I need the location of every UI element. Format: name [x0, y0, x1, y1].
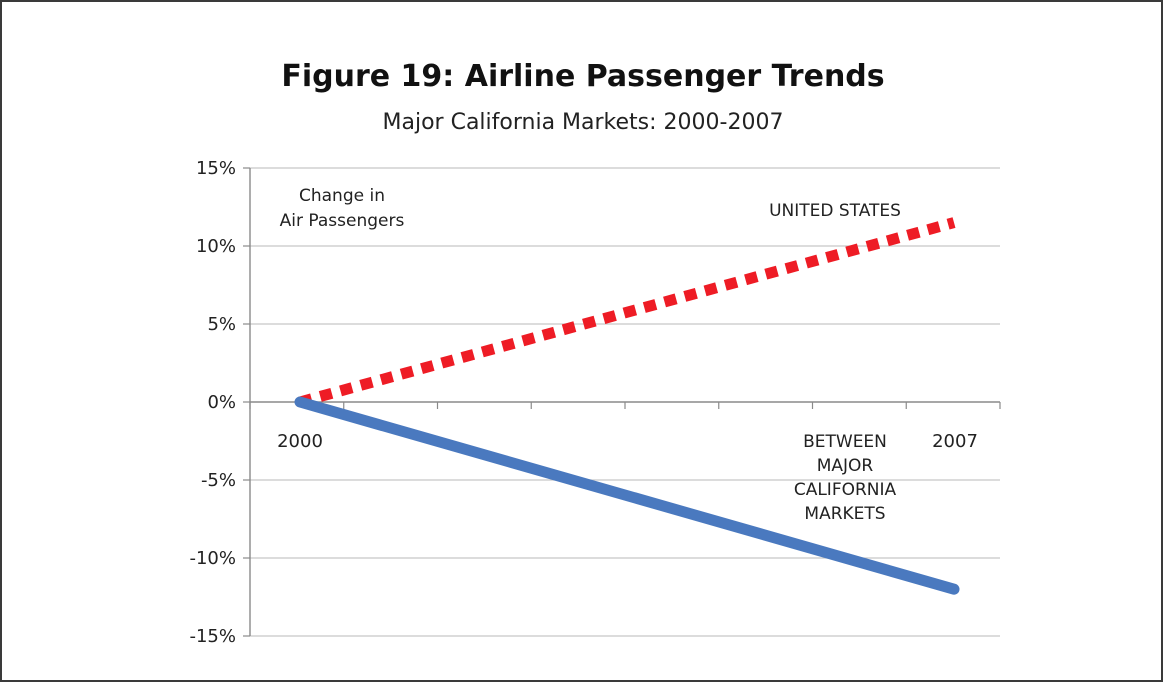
x-tick-labels: 2000 2007 — [277, 431, 978, 452]
gridlines — [250, 167, 1000, 637]
california-series-label-line: MARKETS — [804, 504, 885, 524]
series-line-united-states — [298, 217, 956, 408]
annotations: Change in Air Passengers UNITED STATES BETW… — [280, 186, 901, 524]
california-series-label-line: MAJOR — [817, 456, 874, 476]
y-tick-labels: 15% 10% 5% 0% -5% -10% -15% — [189, 158, 236, 647]
chart-title: Figure 19: Airline Passenger Trends — [281, 59, 884, 94]
california-series-label-line: CALIFORNIA — [794, 480, 897, 500]
us-series-label: UNITED STATES — [769, 201, 901, 221]
y-tick-label: 5% — [207, 314, 236, 335]
y-tick-label: 15% — [196, 158, 236, 179]
y-tick-label: 10% — [196, 236, 236, 257]
x-tick-label: 2007 — [932, 431, 978, 452]
y-tick-label: -15% — [189, 626, 236, 647]
y-tick-label: 0% — [207, 392, 236, 413]
corner-annotation: Change in Air Passengers — [280, 186, 405, 231]
california-series-label: BETWEEN MAJOR CALIFORNIA MARKETS — [794, 432, 897, 524]
axes — [243, 167, 1001, 637]
corner-annotation-line: Change in — [299, 186, 385, 206]
series-lines — [294, 217, 960, 595]
series-line-california-markets — [294, 396, 960, 595]
corner-annotation-line: Air Passengers — [280, 211, 405, 231]
x-tick-label: 2000 — [277, 431, 323, 452]
y-tick-label: -5% — [201, 470, 236, 491]
chart-subtitle: Major California Markets: 2000-2007 — [383, 110, 784, 135]
y-tick-label: -10% — [189, 548, 236, 569]
us-series-label-line: UNITED STATES — [769, 201, 901, 221]
california-series-label-line: BETWEEN — [803, 432, 887, 452]
